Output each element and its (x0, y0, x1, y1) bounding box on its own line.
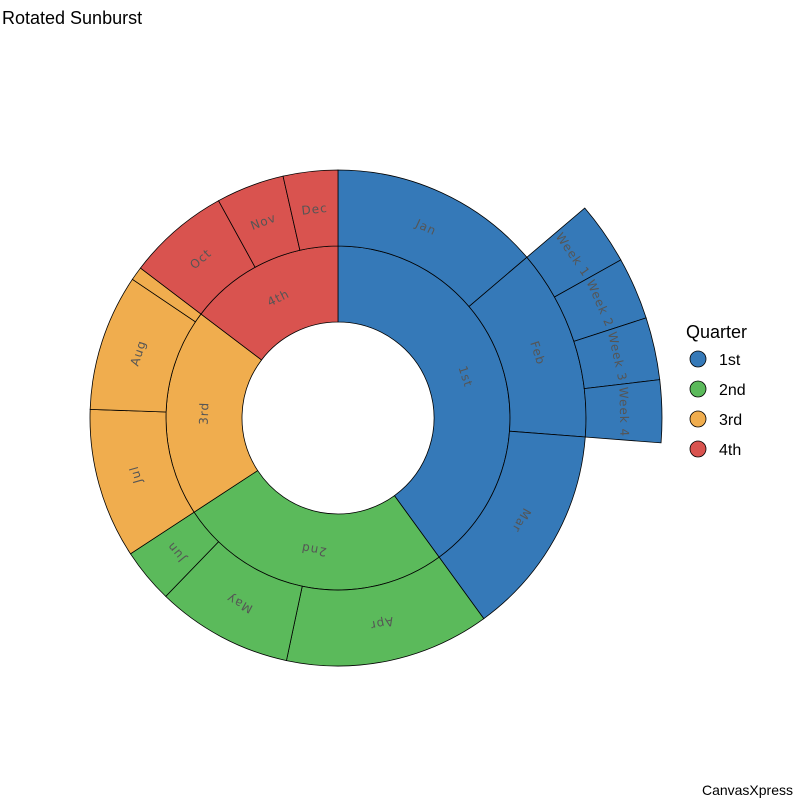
legend-label-2nd: 2nd (719, 382, 746, 399)
segment-label-jul: Jul (127, 464, 145, 486)
legend-swatch-1st (689, 350, 707, 368)
segment-dec[interactable] (282, 169, 339, 251)
segment-week-4[interactable] (583, 379, 663, 444)
segment-label-apr: Apr (369, 614, 395, 633)
legend-title: Quarter (686, 322, 747, 342)
legend-label-3rd: 3rd (719, 412, 742, 429)
segment-label-1st: 1st (455, 364, 475, 389)
chart-title: Rotated Sunburst (2, 8, 142, 28)
legend-swatch-2nd (689, 380, 707, 398)
credit-text: CanvasXpress (702, 782, 793, 798)
legend-swatch-4th (689, 440, 707, 458)
segment-label-2nd: 2nd (300, 541, 328, 559)
segment-label-dec: Dec (301, 201, 329, 218)
segment-label-week-4: Week 4 (616, 387, 631, 438)
segment-label-3rd: 3rd (197, 402, 212, 425)
legend-items: 1st 2nd 3rd 4th (689, 350, 746, 459)
legend-label-1st: 1st (719, 352, 741, 369)
legend-swatch-3rd (689, 410, 707, 428)
legend: Quarter 1st 2nd 3rd 4th (686, 322, 747, 459)
legend-label-4th: 4th (719, 442, 741, 459)
